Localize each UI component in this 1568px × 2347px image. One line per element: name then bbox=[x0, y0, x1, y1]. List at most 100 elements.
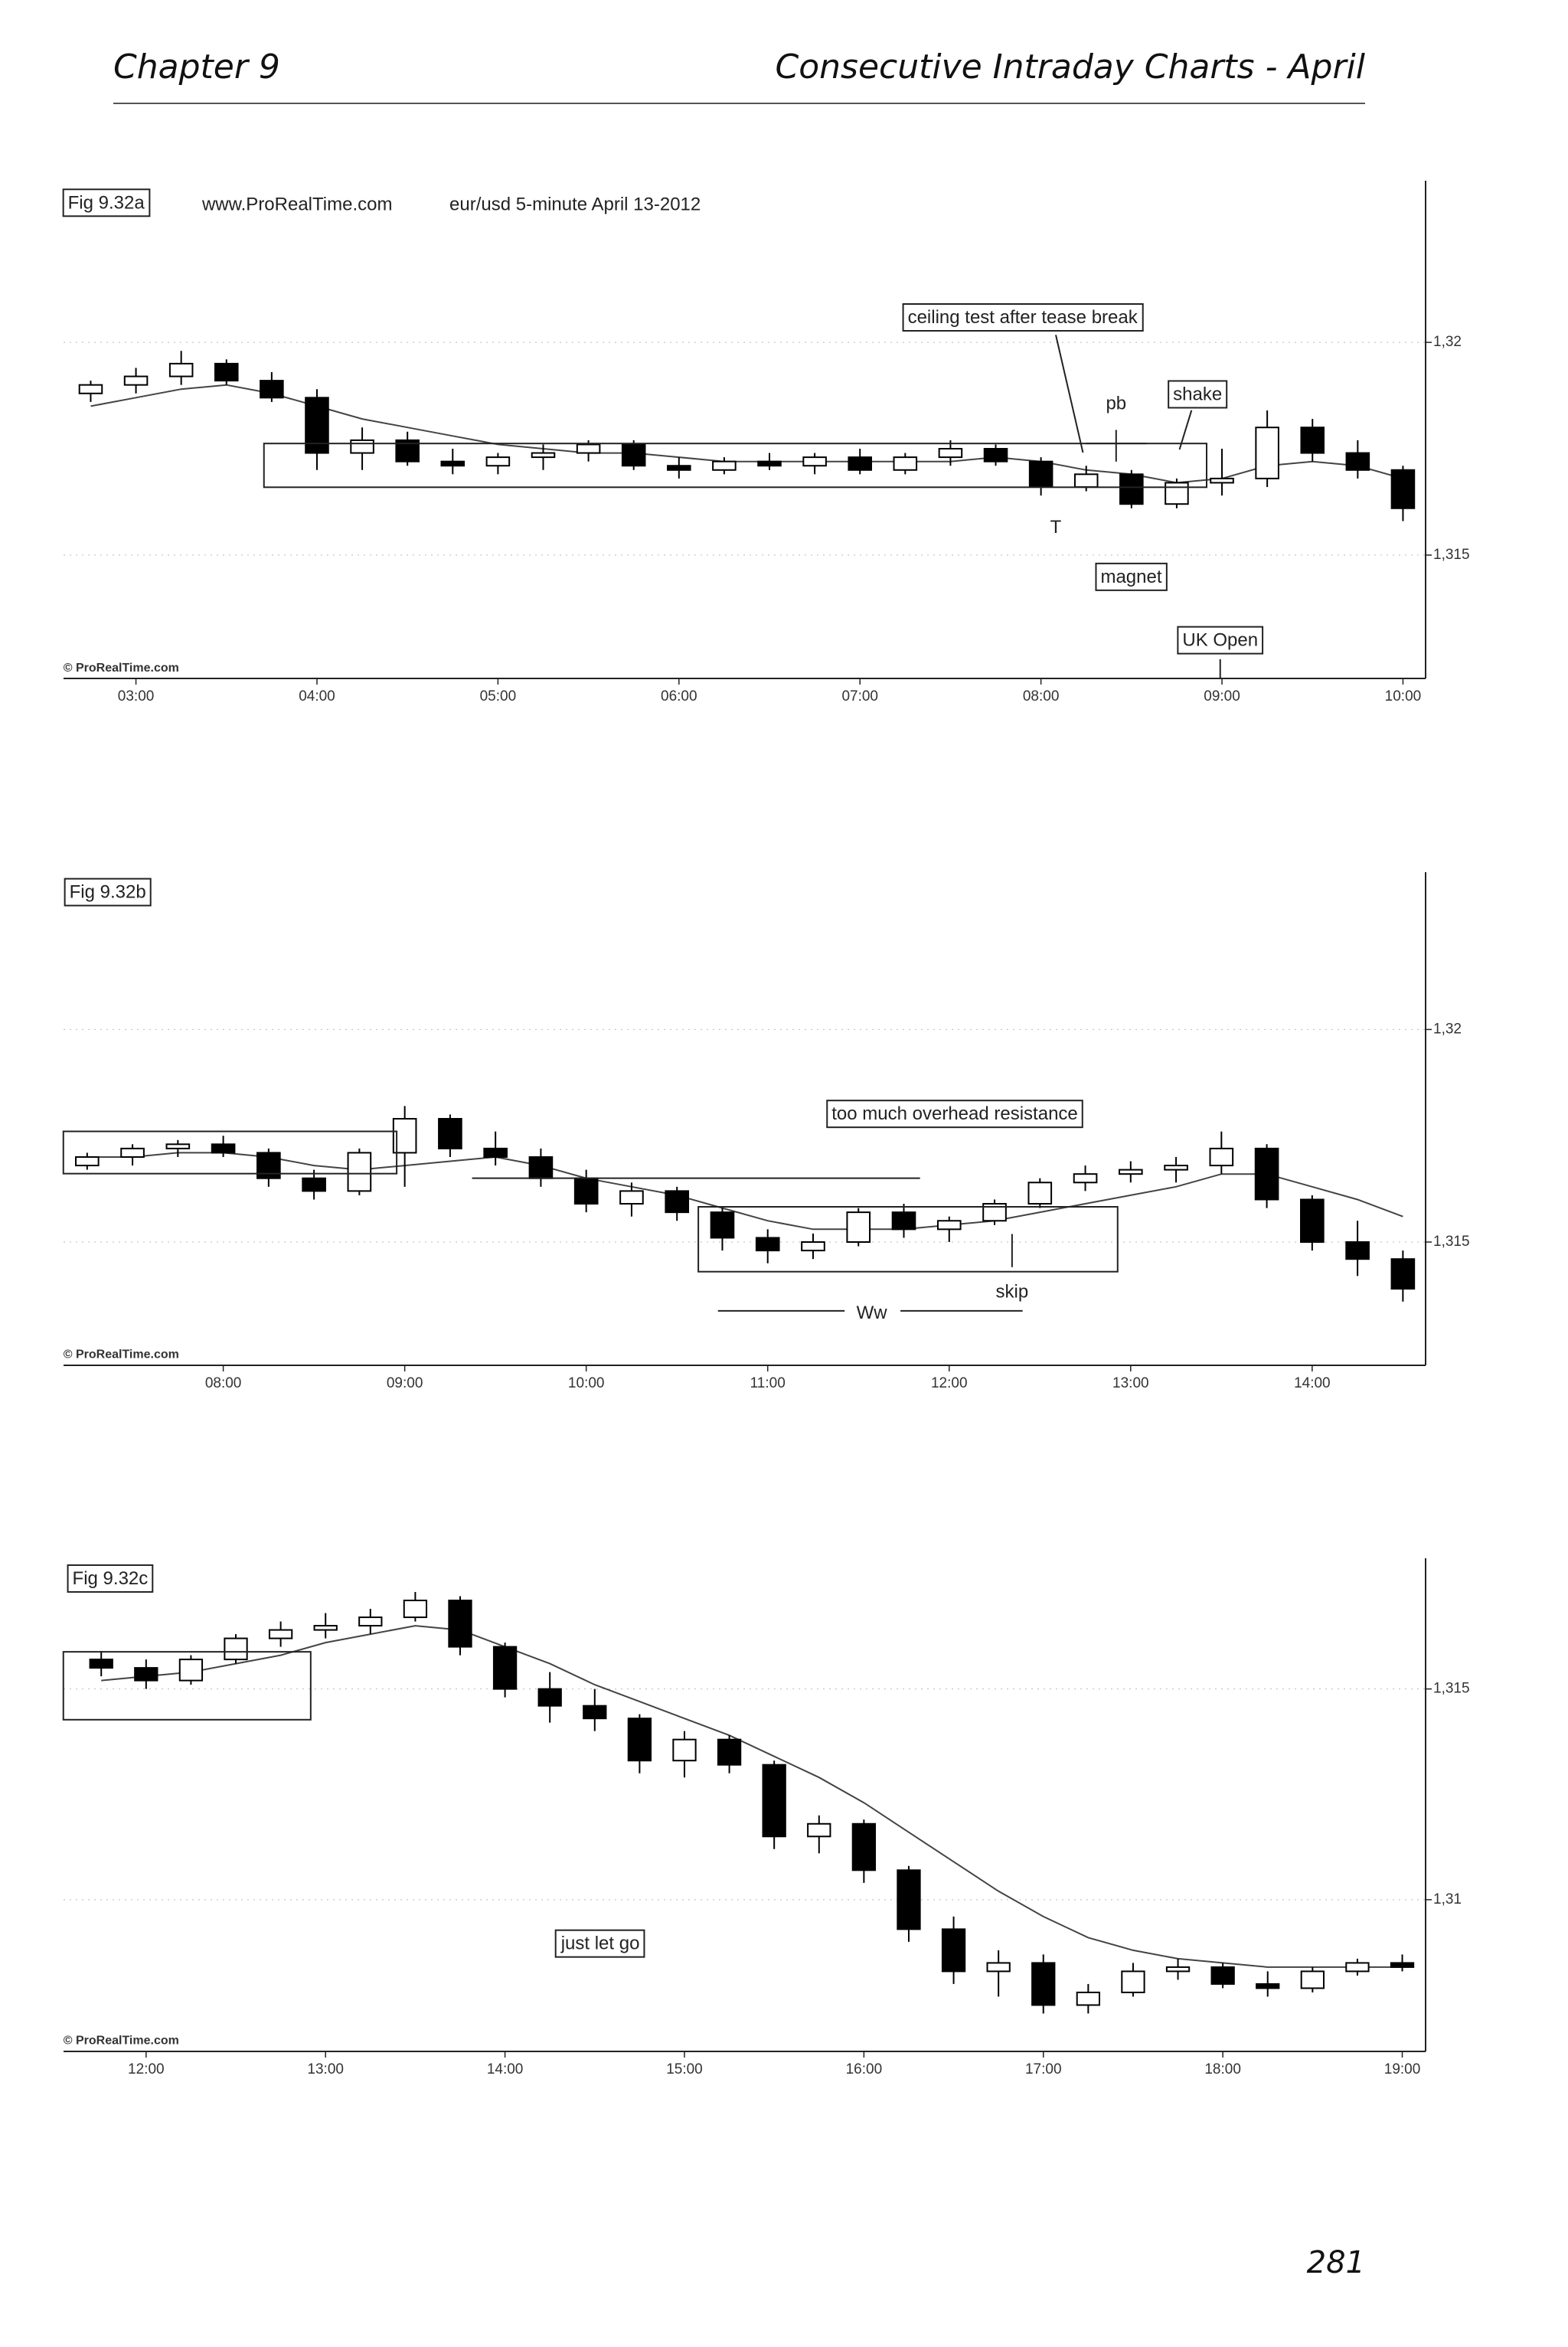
candle-body bbox=[1165, 1966, 1191, 1973]
annotation: skip bbox=[996, 1282, 1029, 1303]
candle-body bbox=[667, 465, 691, 471]
annotation-box bbox=[1168, 380, 1228, 409]
x-tick-label: 13:00 bbox=[307, 2061, 344, 2077]
x-tick-label: 03:00 bbox=[118, 688, 155, 704]
candle-body bbox=[178, 1659, 204, 1682]
x-tick-label: 04:00 bbox=[299, 688, 335, 704]
x-tick-label: 10:00 bbox=[568, 1375, 605, 1391]
chapter-title: Consecutive Intraday Charts - April bbox=[775, 47, 1365, 87]
y-tick-label: 1,32 bbox=[1433, 1021, 1462, 1037]
candle-body bbox=[621, 443, 646, 467]
candle-body bbox=[302, 1177, 326, 1192]
chapter-label: Chapter 9 bbox=[113, 47, 280, 87]
x-tick-label: 12:00 bbox=[931, 1375, 968, 1391]
annotation: Ww bbox=[857, 1303, 888, 1323]
moving-average bbox=[87, 1152, 1403, 1231]
candle-body bbox=[537, 1688, 562, 1707]
candle-body bbox=[941, 1928, 966, 1973]
candle-body bbox=[89, 1659, 113, 1669]
range-box bbox=[263, 443, 1207, 489]
candle-body bbox=[1028, 460, 1054, 489]
candle-body bbox=[893, 456, 918, 471]
candle-body bbox=[848, 456, 872, 471]
y-tick-label: 1,32 bbox=[1433, 334, 1462, 350]
annotation: UK Open bbox=[1182, 630, 1258, 651]
candle-body bbox=[982, 1203, 1007, 1222]
page-number: 281 bbox=[1307, 2245, 1365, 2280]
candle-body bbox=[983, 448, 1008, 463]
candle-body bbox=[1390, 1962, 1415, 1968]
candle-body bbox=[1210, 1966, 1235, 1985]
candle-body bbox=[448, 1600, 472, 1648]
candle-body bbox=[256, 1152, 281, 1179]
annotation-box bbox=[64, 878, 152, 907]
candle-body bbox=[305, 397, 329, 454]
candle-body bbox=[576, 443, 601, 454]
x-tick-label: 11:00 bbox=[750, 1375, 786, 1391]
candle-body bbox=[123, 375, 149, 386]
chart-1: 1,315 1,32 08:00 09:00 10:00 11:00 12:00 13:00 1… bbox=[62, 872, 1470, 1391]
annotation-box bbox=[67, 1564, 154, 1593]
y-tick-label: 1,31 bbox=[1433, 1891, 1462, 1907]
candle-body bbox=[1255, 427, 1279, 479]
candle-body bbox=[1076, 1991, 1101, 2006]
candle-body bbox=[1390, 469, 1416, 509]
x-tick-label: 12:00 bbox=[128, 2061, 165, 2077]
range-box bbox=[697, 1206, 1119, 1273]
x-tick-label: 14:00 bbox=[487, 2061, 524, 2077]
annotation: shake bbox=[1173, 384, 1222, 404]
candle-body bbox=[846, 1211, 871, 1244]
range-box bbox=[62, 1651, 312, 1721]
y-tick-label: 1,315 bbox=[1433, 1681, 1470, 1697]
x-tick-label: 17:00 bbox=[1025, 2061, 1062, 2077]
annotation-line bbox=[1055, 335, 1084, 453]
candle-body bbox=[665, 1190, 690, 1214]
candle-body bbox=[403, 1600, 428, 1619]
candle-body bbox=[120, 1147, 145, 1158]
x-tick-label: 10:00 bbox=[1385, 688, 1422, 704]
candle-body bbox=[762, 1764, 786, 1838]
candle-body bbox=[583, 1705, 607, 1720]
annotation: pb bbox=[1106, 393, 1126, 414]
annotation-box bbox=[62, 188, 151, 217]
candle-body bbox=[1300, 1198, 1325, 1244]
annotation: too much overhead resistance bbox=[831, 1103, 1078, 1124]
candle-body bbox=[851, 1822, 877, 1871]
candle-body bbox=[1345, 1241, 1370, 1260]
candle-body bbox=[710, 1211, 735, 1239]
candle-body bbox=[268, 1629, 293, 1639]
candle-body bbox=[1209, 1147, 1234, 1167]
candle-body bbox=[75, 1156, 100, 1167]
candle-body bbox=[936, 1220, 962, 1231]
candle-body bbox=[165, 1143, 191, 1149]
candle-body bbox=[313, 1625, 338, 1631]
candle-body bbox=[1254, 1147, 1279, 1201]
candle-body bbox=[1210, 477, 1234, 484]
x-tick-label: 19:00 bbox=[1384, 2061, 1421, 2077]
annotation: ceiling test after tease break bbox=[908, 307, 1138, 328]
candle-body bbox=[986, 1962, 1011, 1973]
x-tick-label: 06:00 bbox=[661, 688, 697, 704]
annotation-box bbox=[1177, 626, 1264, 655]
x-tick-label: 09:00 bbox=[387, 1375, 423, 1391]
candle-body bbox=[168, 362, 194, 378]
annotation: © ProRealTime.com bbox=[64, 662, 179, 675]
candle-body bbox=[492, 1646, 518, 1690]
candle-body bbox=[1118, 1169, 1143, 1175]
annotation-box bbox=[554, 1929, 645, 1958]
candle-body bbox=[1119, 473, 1144, 505]
annotation-line bbox=[1178, 410, 1193, 450]
candle-body bbox=[211, 1143, 236, 1154]
x-tick-label: 07:00 bbox=[841, 688, 878, 704]
candle-body bbox=[757, 460, 782, 467]
x-tick-label: 08:00 bbox=[1023, 688, 1060, 704]
candle-body bbox=[1073, 473, 1099, 488]
candle-body bbox=[483, 1147, 508, 1158]
candle-body bbox=[938, 448, 963, 459]
annotation: magnet bbox=[1100, 567, 1161, 587]
moving-average bbox=[101, 1625, 1403, 1968]
candle-body bbox=[224, 1637, 248, 1661]
